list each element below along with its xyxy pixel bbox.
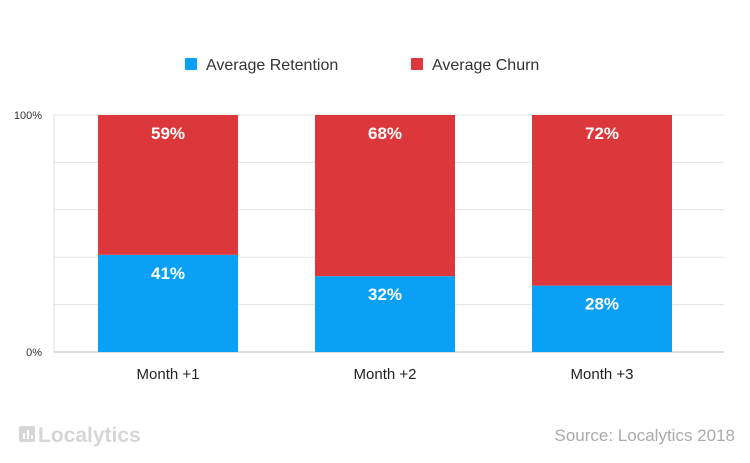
bar-average-retention-1 (98, 254, 238, 352)
legend-label: Average Retention (206, 57, 338, 74)
data-labels: 41% 59% 32% 68% 28% 72% (151, 124, 619, 314)
bars (98, 115, 672, 352)
logo-text: Localytics (38, 424, 141, 447)
data-label: 41% (151, 264, 185, 283)
localytics-logo: Localytics (19, 424, 141, 447)
x-tick-label: Month +2 (354, 366, 417, 383)
data-label: 72% (585, 124, 619, 143)
legend-swatch (411, 58, 423, 70)
data-label: 59% (151, 124, 185, 143)
axes: 0% 100% Month +1 Month +2 Month +3 (14, 110, 634, 383)
localytics-logo-icon (19, 426, 35, 442)
legend-swatch (185, 58, 197, 70)
bar-average-retention-2 (315, 276, 455, 352)
legend-label: Average Churn (432, 57, 539, 74)
y-tick-label: 0% (26, 347, 42, 359)
legend: Average Retention Average Churn (185, 57, 539, 74)
y-tick-label: 100% (14, 110, 42, 122)
x-tick-label: Month +1 (137, 366, 200, 383)
bar-average-retention-3 (532, 285, 672, 352)
data-label: 28% (585, 295, 619, 314)
data-label: 68% (368, 124, 402, 143)
bar-average-churn-2 (315, 115, 455, 277)
bar-average-churn-3 (532, 115, 672, 286)
bar-average-churn-1 (98, 115, 238, 255)
data-label: 32% (368, 285, 402, 304)
source-note: Source: Localytics 2018 (555, 426, 736, 445)
x-tick-label: Month +3 (571, 366, 634, 383)
